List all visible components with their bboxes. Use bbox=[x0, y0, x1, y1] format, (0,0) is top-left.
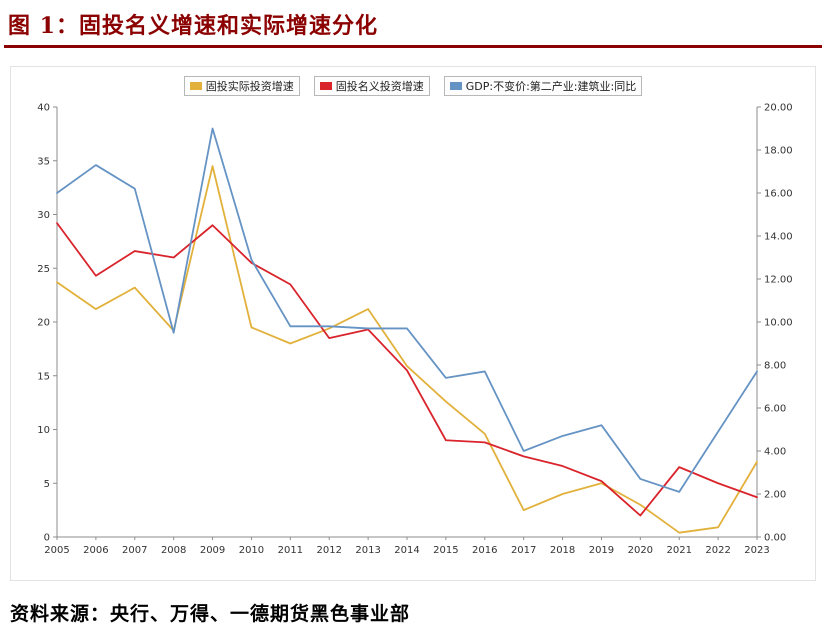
x-axis-tick-label: 2008 bbox=[161, 545, 186, 556]
legend-label: 固投实际投资增速 bbox=[205, 80, 294, 93]
x-axis-tick-label: 2010 bbox=[239, 545, 264, 556]
left-axis-tick-label: 15 bbox=[37, 371, 50, 382]
right-axis-tick-label: 2.00 bbox=[764, 490, 786, 501]
right-axis-tick-label: 0.00 bbox=[764, 533, 786, 544]
left-axis-tick-label: 35 bbox=[37, 156, 50, 167]
left-axis-tick-label: 20 bbox=[37, 318, 50, 329]
series-line bbox=[56, 165, 758, 534]
right-axis-tick-label: 10.00 bbox=[764, 318, 793, 329]
x-axis-tick-label: 2015 bbox=[433, 545, 458, 556]
left-axis-tick-label: 10 bbox=[37, 425, 50, 436]
source-note: 资料来源：央行、万得、一德期货黑色事业部 bbox=[10, 603, 411, 625]
line-chart: 0 5 10 15 20 25 30 35 40 0.00 2.00 4.00 6.00 8.00 10.0… bbox=[37, 103, 793, 557]
left-axis-tick-label: 25 bbox=[37, 264, 50, 275]
x-axis-tick-label: 2013 bbox=[355, 545, 380, 556]
left-axis-tick-label: 5 bbox=[44, 479, 50, 490]
x-axis-tick-label: 2017 bbox=[511, 545, 536, 556]
x-axis-tick-label: 2016 bbox=[472, 545, 497, 556]
figure-title: 图 1：固投名义增速和实际增速分化 bbox=[8, 13, 378, 39]
x-axis-tick-label: 2019 bbox=[589, 545, 614, 556]
chart-legend: 固投实际投资增速 固投名义投资增速 GDP:不变价:第二产业:建筑业:同比 bbox=[11, 67, 815, 97]
x-axis-tick-label: 2012 bbox=[316, 545, 341, 556]
legend-item: 固投名义投资增速 bbox=[313, 76, 430, 96]
left-axis-tick-label: 30 bbox=[37, 210, 50, 221]
legend-item: GDP:不变价:第二产业:建筑业:同比 bbox=[443, 76, 643, 96]
legend-marker bbox=[319, 82, 332, 90]
legend-item: 固投实际投资增速 bbox=[183, 76, 300, 96]
right-axis-tick-label: 4.00 bbox=[764, 447, 786, 458]
right-axis-tick-label: 12.00 bbox=[764, 275, 793, 286]
x-axis-tick-label: 2021 bbox=[666, 545, 691, 556]
legend-label: GDP:不变价:第二产业:建筑业:同比 bbox=[465, 80, 637, 93]
series-line bbox=[56, 222, 758, 517]
x-axis-tick-label: 2023 bbox=[744, 545, 769, 556]
right-axis-tick-label: 16.00 bbox=[764, 189, 793, 200]
x-axis-tick-label: 2007 bbox=[122, 545, 147, 556]
x-axis-tick-label: 2018 bbox=[550, 545, 575, 556]
title-divider bbox=[4, 45, 822, 48]
left-axis-tick-label: 40 bbox=[37, 103, 50, 114]
x-axis-tick-label: 2011 bbox=[278, 545, 303, 556]
x-axis-tick-label: 2005 bbox=[44, 545, 69, 556]
x-axis-tick-label: 2009 bbox=[200, 545, 225, 556]
series-line bbox=[56, 127, 758, 493]
x-axis-tick-label: 2014 bbox=[394, 545, 419, 556]
legend-label: 固投名义投资增速 bbox=[335, 80, 424, 93]
legend-marker bbox=[189, 82, 202, 90]
chart-container: 固投实际投资增速 固投名义投资增速 GDP:不变价:第二产业:建筑业:同比 0 5 10… bbox=[10, 66, 816, 581]
x-axis-tick-label: 2022 bbox=[705, 545, 730, 556]
right-axis-tick-label: 14.00 bbox=[764, 232, 793, 243]
x-axis-tick-label: 2020 bbox=[628, 545, 653, 556]
right-axis-tick-label: 6.00 bbox=[764, 404, 786, 415]
legend-marker bbox=[449, 82, 462, 90]
right-axis-tick-label: 20.00 bbox=[764, 103, 793, 114]
right-axis-tick-label: 18.00 bbox=[764, 146, 793, 157]
left-axis-tick-label: 0 bbox=[44, 533, 50, 544]
x-axis-tick-label: 2006 bbox=[83, 545, 108, 556]
right-axis-tick-label: 8.00 bbox=[764, 361, 786, 372]
